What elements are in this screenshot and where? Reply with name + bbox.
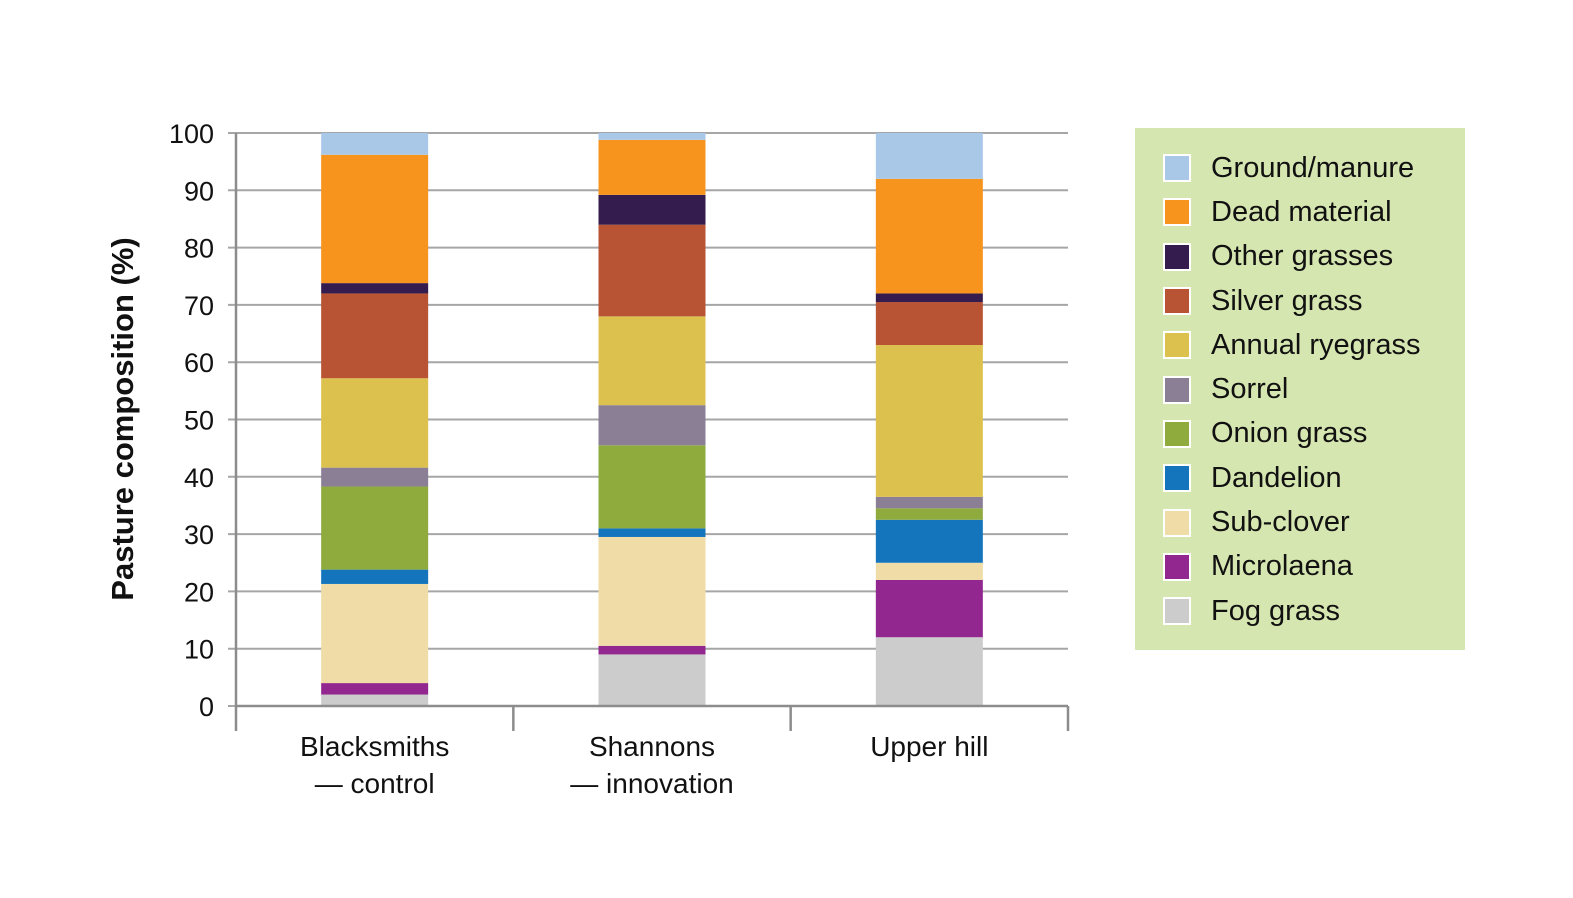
legend-label: Fog grass	[1211, 594, 1340, 627]
y-tick-label: 50	[184, 406, 214, 436]
y-tick-label: 20	[184, 577, 214, 607]
bar-segment	[321, 569, 429, 584]
y-tick-label: 80	[184, 234, 214, 264]
bar-segment	[875, 562, 983, 580]
legend-label: Dandelion	[1211, 461, 1342, 494]
bar-segment	[875, 519, 983, 563]
legend-item: Fog grass	[1163, 589, 1465, 633]
legend-label: Ground/manure	[1211, 151, 1415, 184]
legend-swatch	[1163, 375, 1191, 404]
y-tick-label: 10	[184, 635, 214, 665]
y-tick-label: 30	[184, 520, 214, 550]
bar-segment	[321, 486, 429, 570]
y-tick-labels: 0 10 20 30 40 50 60 70 80 90 100	[169, 119, 214, 722]
legend-label: Microlaena	[1211, 550, 1353, 583]
bar-segment	[875, 293, 983, 303]
bar-segment	[321, 583, 429, 684]
bar-segment	[321, 154, 429, 284]
legend-label: Silver grass	[1211, 284, 1363, 317]
bars	[321, 133, 983, 706]
legend-label: Onion grass	[1211, 417, 1368, 450]
x-tick-labels: Blacksmiths — control Shannons — innovation…	[300, 731, 988, 799]
legend-item: Dead material	[1163, 190, 1465, 234]
legend-swatch	[1163, 287, 1191, 316]
bar-segment	[875, 302, 983, 346]
bar-segment	[598, 405, 706, 446]
x-tick-label: — innovation	[570, 768, 733, 799]
bar-segment	[321, 467, 429, 487]
bar-segment	[598, 194, 706, 225]
x-tick-label: Shannons	[589, 731, 715, 762]
bar-segment	[598, 445, 706, 529]
bar-segment	[875, 496, 983, 509]
legend: Ground/manure Dead material Other grasses S…	[1135, 128, 1465, 650]
bar-segment	[321, 683, 429, 695]
y-tick-label: 70	[184, 291, 214, 321]
legend-swatch	[1163, 464, 1191, 493]
bar-segment	[875, 133, 983, 179]
legend-label: Other grasses	[1211, 240, 1394, 273]
legend-swatch	[1163, 508, 1191, 537]
y-tick-label: 60	[184, 348, 214, 378]
legend-item: Sorrel	[1163, 367, 1465, 411]
x-tick-label: — control	[315, 768, 435, 799]
legend-swatch	[1163, 552, 1191, 581]
legend-swatch	[1163, 331, 1191, 360]
legend-item: Microlaena	[1163, 545, 1465, 589]
legend-swatch	[1163, 419, 1191, 448]
bar-segment	[598, 316, 706, 406]
axes	[234, 133, 1070, 731]
legend-item: Sub-clover	[1163, 500, 1465, 544]
legend-item: Onion grass	[1163, 412, 1465, 456]
y-tick-label: 40	[184, 463, 214, 493]
bar-segment	[598, 654, 706, 706]
legend-item: Ground/manure	[1163, 146, 1465, 190]
legend-item: Annual ryegrass	[1163, 323, 1465, 367]
legend-swatch	[1163, 154, 1191, 183]
legend-label: Sub-clover	[1211, 506, 1350, 539]
y-axis-label: Pasture composition (%)	[105, 237, 140, 600]
y-tick-label: 100	[169, 119, 214, 149]
y-tick-label: 0	[199, 692, 214, 722]
bar-segment	[598, 224, 706, 317]
legend-label: Dead material	[1211, 195, 1392, 228]
bar-segment	[598, 645, 706, 655]
legend-swatch	[1163, 242, 1191, 271]
bar-segment	[875, 579, 983, 638]
bar-segment	[598, 139, 706, 195]
legend-label: Sorrel	[1211, 373, 1289, 406]
legend-item: Dandelion	[1163, 456, 1465, 500]
legend-swatch	[1163, 597, 1191, 626]
legend-item: Silver grass	[1163, 279, 1465, 323]
x-tick-label: Blacksmiths	[300, 731, 449, 762]
bar-segment	[321, 283, 429, 294]
bar-segment	[875, 637, 983, 706]
bar-segment	[875, 508, 983, 520]
bar-segment	[598, 133, 706, 140]
x-tick-label: Upper hill	[870, 731, 988, 762]
bar-segment	[321, 133, 429, 155]
legend-item: Other grasses	[1163, 235, 1465, 279]
bar-segment	[875, 178, 983, 294]
legend-label: Annual ryegrass	[1211, 328, 1421, 361]
bar-segment	[875, 345, 983, 497]
bar-segment	[321, 694, 429, 706]
y-tick-label: 90	[184, 176, 214, 206]
bar-segment	[598, 528, 706, 537]
bar-segment	[321, 378, 429, 468]
bar-segment	[598, 536, 706, 646]
bar-segment	[321, 293, 429, 379]
legend-swatch	[1163, 198, 1191, 227]
